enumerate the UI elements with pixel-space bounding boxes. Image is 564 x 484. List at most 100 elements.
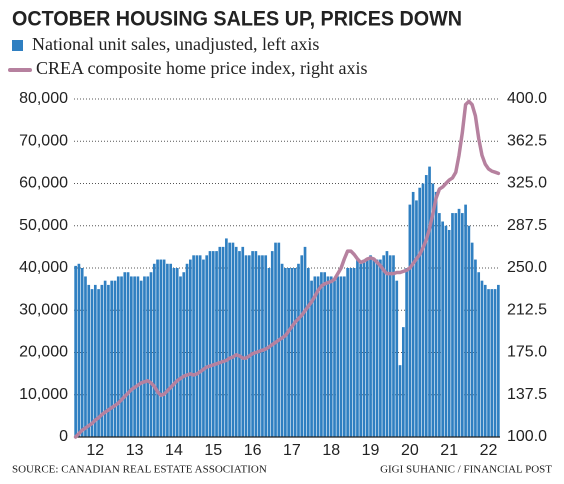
bar	[306, 268, 310, 437]
bar	[143, 276, 146, 437]
y-tick-label: 10,000	[19, 386, 68, 403]
x-tick-label: 16	[244, 442, 262, 459]
y2-tick-label: 137.5	[507, 386, 547, 403]
bar	[379, 259, 382, 437]
y2-tick-label: 325.0	[507, 175, 547, 192]
bar	[297, 263, 300, 437]
bar	[274, 242, 277, 437]
bar	[349, 268, 353, 437]
bar	[487, 289, 490, 437]
bar	[477, 272, 481, 437]
bar	[483, 284, 487, 437]
bar	[80, 268, 84, 437]
bar	[480, 280, 484, 437]
bar	[156, 259, 159, 437]
bar	[225, 238, 228, 437]
bar	[395, 280, 399, 437]
bar	[172, 268, 176, 437]
bar	[369, 255, 372, 437]
y-tick-label: 70,000	[19, 132, 68, 149]
x-tick-label: 15	[204, 442, 222, 459]
bar	[251, 251, 254, 437]
bar	[444, 225, 448, 437]
y2-tick-label: 212.5	[507, 301, 547, 318]
bar	[103, 280, 107, 437]
bar	[100, 284, 104, 437]
bar	[365, 259, 369, 437]
x-tick-label: 17	[283, 442, 301, 459]
bar	[382, 255, 386, 437]
bar	[310, 280, 313, 437]
bar	[247, 255, 251, 437]
bar	[166, 263, 169, 437]
bar	[421, 183, 425, 437]
x-tick-label: 21	[440, 442, 458, 459]
bar	[123, 272, 127, 437]
bar	[136, 276, 140, 437]
source: SOURCE: CANADIAN REAL ESTATE ASSOCIATION	[12, 464, 267, 476]
bar	[107, 284, 110, 437]
bar	[398, 365, 402, 437]
bar	[441, 221, 444, 437]
bar	[241, 246, 245, 437]
bar	[372, 259, 376, 437]
y-tick-label: 0	[59, 428, 68, 445]
bar	[326, 276, 330, 437]
bar	[457, 208, 461, 437]
bar	[120, 276, 123, 437]
y2-tick-label: 400.0	[507, 90, 547, 107]
bar	[130, 276, 133, 437]
x-tick-label: 22	[480, 442, 498, 459]
bar	[438, 213, 441, 437]
x-tick-label: 20	[401, 442, 419, 459]
bar	[228, 242, 231, 437]
bar	[97, 289, 100, 437]
bar	[447, 229, 451, 437]
bar	[234, 246, 238, 437]
bar	[87, 284, 91, 437]
bar	[300, 255, 304, 437]
y-tick-label: 40,000	[19, 259, 68, 276]
bar	[254, 251, 258, 437]
bar	[139, 280, 143, 437]
chart-title: OCTOBER HOUSING SALES UP, PRICES DOWN	[12, 8, 462, 31]
bar	[428, 166, 431, 437]
bar	[346, 268, 349, 437]
bar	[113, 280, 117, 437]
bar	[116, 276, 120, 437]
x-tick-label: 12	[86, 442, 104, 459]
bar	[359, 263, 363, 437]
y2-tick-label: 175.0	[507, 344, 547, 361]
bar	[375, 259, 379, 437]
bar	[470, 242, 474, 437]
bar	[179, 276, 182, 437]
bar	[293, 268, 297, 437]
bar	[149, 272, 153, 437]
legend-label: CREA composite home price index, right a…	[36, 58, 367, 78]
bar	[152, 263, 156, 437]
bar	[408, 204, 412, 437]
bar	[454, 213, 458, 437]
bar	[497, 284, 500, 437]
y-tick-label: 20,000	[19, 344, 68, 361]
bar	[401, 327, 405, 437]
bar	[221, 246, 225, 437]
credit: GIGI SUHANIC / FINANCIAL POST	[380, 464, 552, 476]
bar	[188, 259, 192, 437]
bar	[333, 280, 336, 437]
bar	[388, 255, 392, 437]
bar	[316, 276, 320, 437]
bar	[323, 272, 327, 437]
bar	[126, 272, 130, 437]
bar	[343, 276, 346, 437]
y-tick-label: 60,000	[19, 175, 68, 192]
bar	[90, 289, 94, 437]
bar	[133, 276, 136, 437]
bar	[231, 242, 235, 437]
bar	[356, 259, 359, 437]
bar	[110, 280, 114, 437]
x-tick-label: 18	[322, 442, 340, 459]
y-tick-label: 50,000	[19, 217, 68, 234]
bar	[280, 263, 284, 437]
